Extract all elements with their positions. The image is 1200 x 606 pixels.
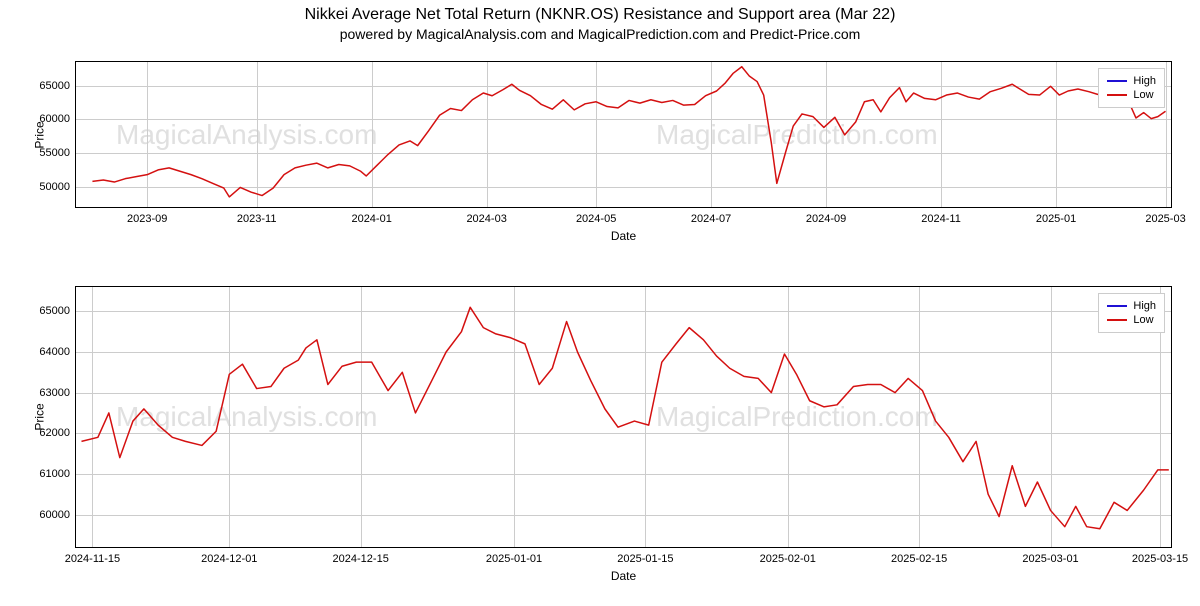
page-title: Nikkei Average Net Total Return (NKNR.OS…	[0, 6, 1200, 24]
legend: High Low	[1098, 293, 1165, 333]
lower-plot-area: MagicalAnalysis.com MagicalPrediction.co…	[75, 286, 1172, 548]
ytick-label: 62000	[39, 427, 70, 439]
xtick-label: 2024-01	[351, 213, 391, 225]
x-axis-label: Date	[611, 229, 636, 243]
xtick-label: 2024-05	[576, 213, 616, 225]
xtick-label: 2025-02-01	[760, 553, 816, 565]
xtick-label: 2024-12-15	[333, 553, 389, 565]
legend-swatch	[1107, 319, 1127, 321]
legend-label: High	[1133, 300, 1156, 312]
ytick-label: 50000	[39, 181, 70, 193]
ytick-label: 60000	[39, 113, 70, 125]
xtick-label: 2025-01-01	[486, 553, 542, 565]
legend-swatch	[1107, 305, 1127, 307]
ytick-label: 63000	[39, 387, 70, 399]
ytick-label: 55000	[39, 147, 70, 159]
ytick-label: 60000	[39, 509, 70, 521]
line-series	[76, 287, 1171, 547]
legend-item-high: High	[1107, 300, 1156, 312]
xtick-label: 2024-12-01	[201, 553, 257, 565]
legend-item-high: High	[1107, 75, 1156, 87]
upper-plot-area: MagicalAnalysis.com MagicalPrediction.co…	[75, 61, 1172, 208]
legend-item-low: Low	[1107, 314, 1156, 326]
legend-swatch	[1107, 94, 1127, 96]
xtick-label: 2024-11	[921, 213, 961, 225]
xtick-label: 2025-02-15	[891, 553, 947, 565]
legend-label: Low	[1133, 89, 1153, 101]
xtick-label: 2023-09	[127, 213, 167, 225]
ytick-label: 64000	[39, 346, 70, 358]
xtick-label: 2025-01	[1036, 213, 1076, 225]
ytick-label: 65000	[39, 80, 70, 92]
legend-swatch	[1107, 80, 1127, 82]
xtick-label: 2023-11	[237, 213, 277, 225]
xtick-label: 2025-03	[1145, 213, 1185, 225]
xtick-label: 2024-11-15	[65, 553, 120, 565]
xtick-label: 2025-03-01	[1022, 553, 1078, 565]
xtick-label: 2024-03	[466, 213, 506, 225]
xtick-label: 2025-03-15	[1132, 553, 1188, 565]
ytick-label: 61000	[39, 468, 70, 480]
line-series	[76, 62, 1171, 207]
xtick-label: 2025-01-15	[617, 553, 673, 565]
x-axis-label: Date	[611, 569, 636, 583]
ytick-label: 65000	[39, 305, 70, 317]
legend-label: Low	[1133, 314, 1153, 326]
xtick-label: 2024-09	[806, 213, 846, 225]
legend-label: High	[1133, 75, 1156, 87]
page-subtitle: powered by MagicalAnalysis.com and Magic…	[0, 26, 1200, 42]
xtick-label: 2024-07	[691, 213, 731, 225]
legend: High Low	[1098, 68, 1165, 108]
legend-item-low: Low	[1107, 89, 1156, 101]
